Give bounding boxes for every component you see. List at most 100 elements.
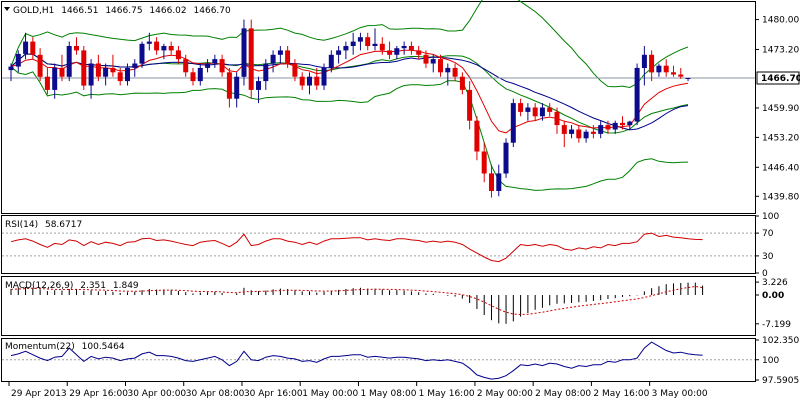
momentum-line (10, 341, 703, 380)
candle (401, 41, 407, 55)
candle (132, 59, 138, 77)
rsi-axis-tick-label: 30 (762, 252, 774, 262)
bollinger-upper-line (10, 0, 689, 89)
candle-body (496, 173, 502, 191)
candle (678, 67, 684, 79)
time-axis-tick-label: 29 Apr 16:00 (69, 389, 128, 399)
candle (583, 129, 589, 143)
candle-body (175, 50, 181, 60)
candle (277, 45, 283, 64)
candle-body (423, 54, 429, 64)
ohlc-close: 1466.70 (194, 6, 231, 16)
symbol-title: GOLD,H1 (13, 6, 54, 16)
momentum-axis-tick-label: 102.3505 (762, 336, 800, 346)
candle-body (598, 125, 604, 134)
momentum-axis-tick-label: 97.5905 (762, 376, 799, 386)
candle (110, 54, 116, 77)
candle-body (459, 76, 465, 90)
candle (547, 103, 553, 117)
candle-body (408, 46, 414, 51)
candle-body (52, 67, 58, 90)
candle (307, 72, 312, 95)
time-axis-tick-label: 30 Apr 16:00 (244, 389, 303, 399)
candle-body (74, 46, 79, 51)
candle (416, 45, 422, 60)
time-axis-tick-label: 1 May 08:00 (360, 389, 416, 399)
time-axis-tick-label: 30 Apr 00:00 (127, 389, 186, 399)
candle-body (605, 125, 611, 130)
candle (350, 32, 356, 55)
candle (321, 63, 327, 90)
time-axis-tick-label: 30 Apr 08:00 (186, 389, 245, 399)
symbol-dropdown-icon[interactable] (4, 7, 10, 11)
candle-body (627, 121, 633, 126)
bollinger-lower-line (10, 66, 689, 191)
candle (248, 19, 254, 99)
candle (139, 41, 145, 68)
candle (634, 63, 640, 126)
candle (256, 76, 261, 104)
svg-text:Momentum(22) 100.5464: Momentum(22) 100.5464 (5, 342, 125, 352)
candle-body (671, 72, 676, 75)
candle (219, 54, 225, 77)
candle (685, 77, 691, 82)
candle (285, 45, 291, 68)
candle (576, 125, 582, 143)
ohlc-high: 1466.75 (105, 6, 142, 16)
candle (183, 54, 189, 77)
candle-body (525, 107, 531, 112)
candle (656, 63, 662, 77)
candle-body (328, 54, 334, 68)
candle-body (620, 122, 625, 126)
current-price-label: 1466.70 (761, 74, 800, 84)
svg-text:MACD(12,26,9) 2.351: MACD(12,26,9) 2.351 1.849 (5, 281, 139, 291)
macd-axis-tick-label: 3.226 (762, 278, 788, 288)
candle-body (285, 50, 291, 64)
candle-body (438, 59, 443, 73)
candle (154, 37, 160, 55)
ohlc-open: 1466.51 (61, 6, 98, 16)
candle (44, 67, 50, 95)
candle (292, 59, 298, 82)
candle-body (59, 67, 65, 77)
candle (146, 32, 152, 51)
macd-signal-value: 1.849 (113, 281, 139, 291)
time-axis-tick-label: 2 May 16:00 (593, 389, 649, 399)
candle-body (103, 67, 109, 77)
svg-text:RSI(14) 58.6717: RSI(14) 58.6717 (5, 220, 82, 230)
candle-body (641, 54, 647, 68)
candle-body (205, 63, 211, 68)
candle-body (518, 103, 524, 112)
candle-body (139, 43, 145, 64)
candle-body (117, 72, 123, 82)
candle (59, 54, 65, 82)
rsi-panel[interactable] (1, 215, 756, 274)
time-axis-tick-label: 3 May 00:00 (652, 389, 708, 399)
candle-body (416, 50, 422, 55)
candle-body (256, 81, 261, 90)
price-panel[interactable] (1, 1, 756, 214)
current-price-tag (756, 71, 800, 85)
candle (387, 41, 393, 60)
macd-panel[interactable] (1, 276, 756, 336)
candle (161, 43, 167, 60)
candle (554, 107, 560, 134)
candle-body (154, 41, 160, 51)
candle-body (561, 125, 567, 134)
candle (671, 65, 676, 77)
candle (365, 32, 371, 51)
time-axis-tick-label: 1 May 16:00 (419, 389, 475, 399)
candle-body (219, 59, 225, 73)
candle (234, 72, 240, 108)
candle-body (146, 41, 152, 44)
candle (168, 41, 174, 55)
candle (117, 67, 123, 86)
candle (561, 120, 567, 148)
candle-body (263, 63, 269, 82)
candle (379, 37, 385, 55)
candle (532, 103, 538, 121)
candle-body (110, 67, 116, 73)
candle (336, 45, 342, 64)
